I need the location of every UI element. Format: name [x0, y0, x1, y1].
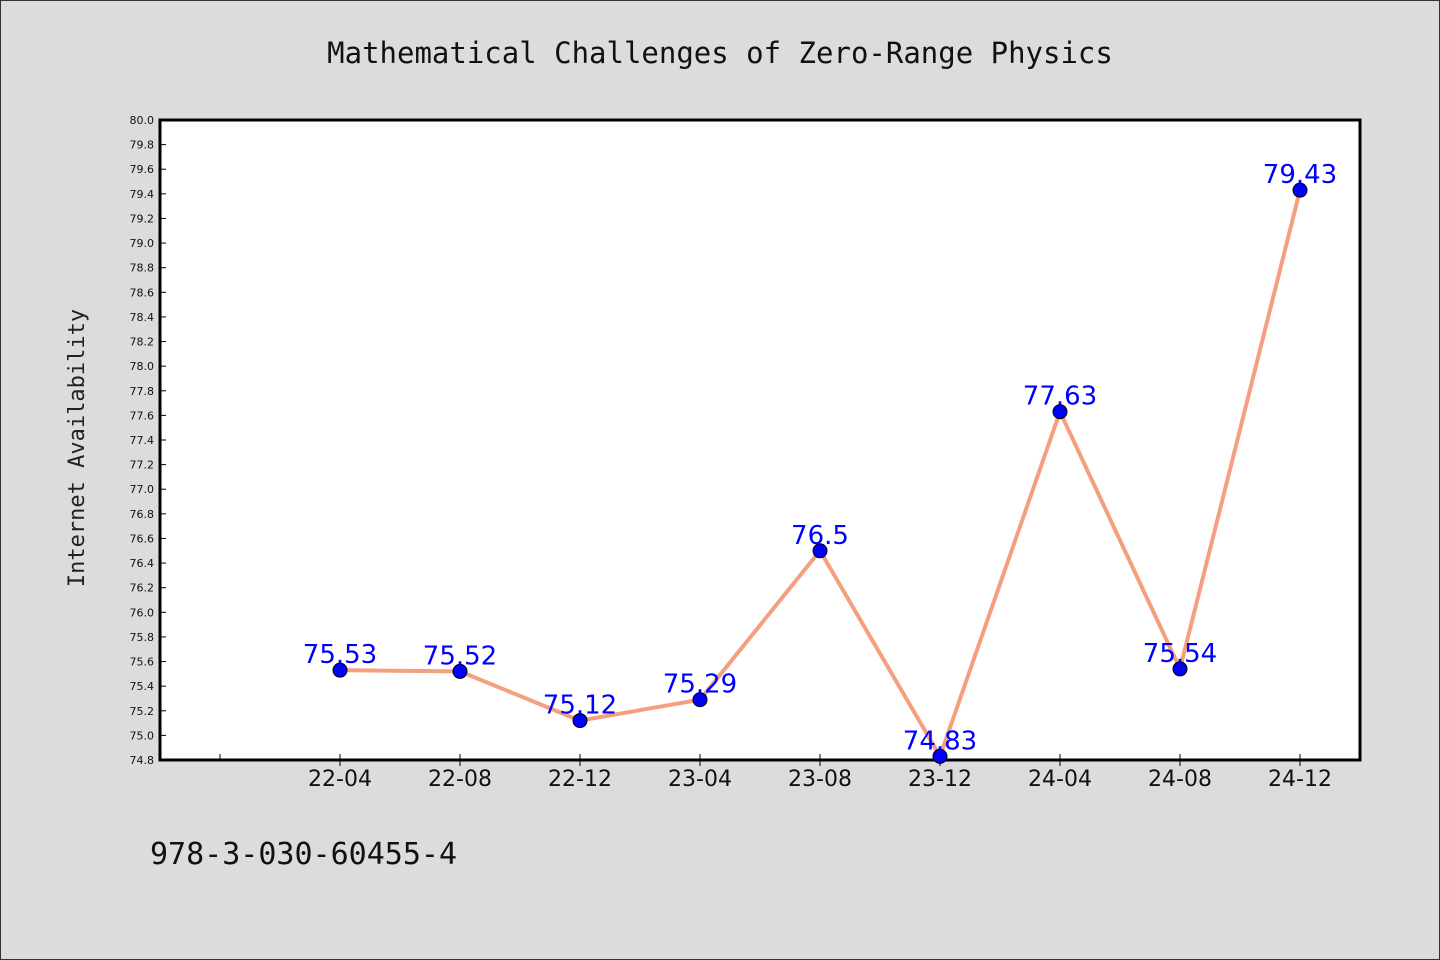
series-markers [332, 182, 1308, 764]
y-tick-label: 77.4 [130, 434, 155, 447]
x-tick-label: 24-08 [1148, 767, 1212, 792]
y-tick-label: 77.6 [130, 409, 155, 422]
plot-area [158, 118, 1362, 762]
chart-title: Mathematical Challenges of Zero-Range Ph… [327, 36, 1113, 70]
x-tick-label: 22-04 [308, 767, 372, 792]
y-tick-label: 79.2 [130, 212, 155, 225]
data-point [1052, 404, 1068, 420]
y-tick-label: 78.4 [130, 311, 155, 324]
y-tick-label: 77.8 [130, 385, 155, 398]
y-tick-label: 75.4 [130, 680, 155, 693]
data-point [1172, 661, 1188, 677]
y-tick-label: 80.0 [130, 114, 155, 127]
data-point [812, 543, 828, 559]
data-label: 75.29 [663, 670, 737, 700]
data-point [1292, 182, 1308, 198]
y-tick-label: 75.2 [130, 705, 155, 718]
y-tick-label: 79.4 [130, 188, 155, 201]
data-point [932, 748, 948, 764]
data-label: 75.53 [303, 640, 377, 670]
y-tick-label: 79.6 [130, 163, 155, 176]
x-tick-label: 22-12 [548, 767, 612, 792]
y-tick-label: 76.2 [130, 582, 155, 595]
data-label: 77.63 [1023, 382, 1097, 412]
x-tick-label: 24-04 [1028, 767, 1092, 792]
data-label: 75.54 [1143, 639, 1217, 669]
y-tick-label: 74.8 [130, 754, 155, 767]
y-tick-label: 79.0 [130, 237, 155, 250]
data-point [572, 713, 588, 729]
data-label: 79.43 [1263, 160, 1337, 190]
y-axis-label: Internet Availability [65, 309, 90, 587]
y-tick-label: 78.0 [130, 360, 155, 373]
data-label: 75.52 [423, 641, 497, 671]
data-label: 76.5 [791, 521, 849, 551]
x-tick-label: 23-04 [668, 767, 732, 792]
y-tick-label: 76.4 [130, 557, 155, 570]
data-point [692, 692, 708, 708]
y-tick-label: 75.8 [130, 631, 155, 644]
y-tick-label: 78.2 [130, 336, 155, 349]
y-tick-label: 76.8 [130, 508, 155, 521]
x-tick-label: 23-08 [788, 767, 852, 792]
y-tick-label: 78.6 [130, 286, 155, 299]
x-tick-label: 24-12 [1268, 767, 1332, 792]
data-point [452, 663, 468, 679]
data-labels: 75.53 75.52 75.12 75.29 76.5 74.83 77.63 75.54 7… [303, 160, 1337, 756]
isbn-text: 978-3-030-60455-4 [150, 837, 457, 872]
y-tick-label: 79.8 [130, 139, 155, 152]
y-tick-label: 75.0 [130, 729, 155, 742]
data-label: 75.12 [543, 691, 617, 721]
y-tick-label: 77.0 [130, 483, 155, 496]
y-tick-label: 76.0 [130, 606, 155, 619]
axis-ticks: 74.8 75.0 75.2 75.4 75.6 75.8 76.0 76.2 76.4 76.6… [130, 114, 1332, 792]
y-tick-label: 75.6 [130, 656, 155, 669]
y-tick-label: 76.6 [130, 532, 155, 545]
y-tick-label: 78.8 [130, 262, 155, 275]
data-label: 74.83 [903, 726, 977, 756]
x-tick-label: 23-12 [908, 767, 972, 792]
y-tick-label: 77.2 [130, 459, 155, 472]
x-tick-label: 22-08 [428, 767, 492, 792]
data-point [332, 662, 348, 678]
